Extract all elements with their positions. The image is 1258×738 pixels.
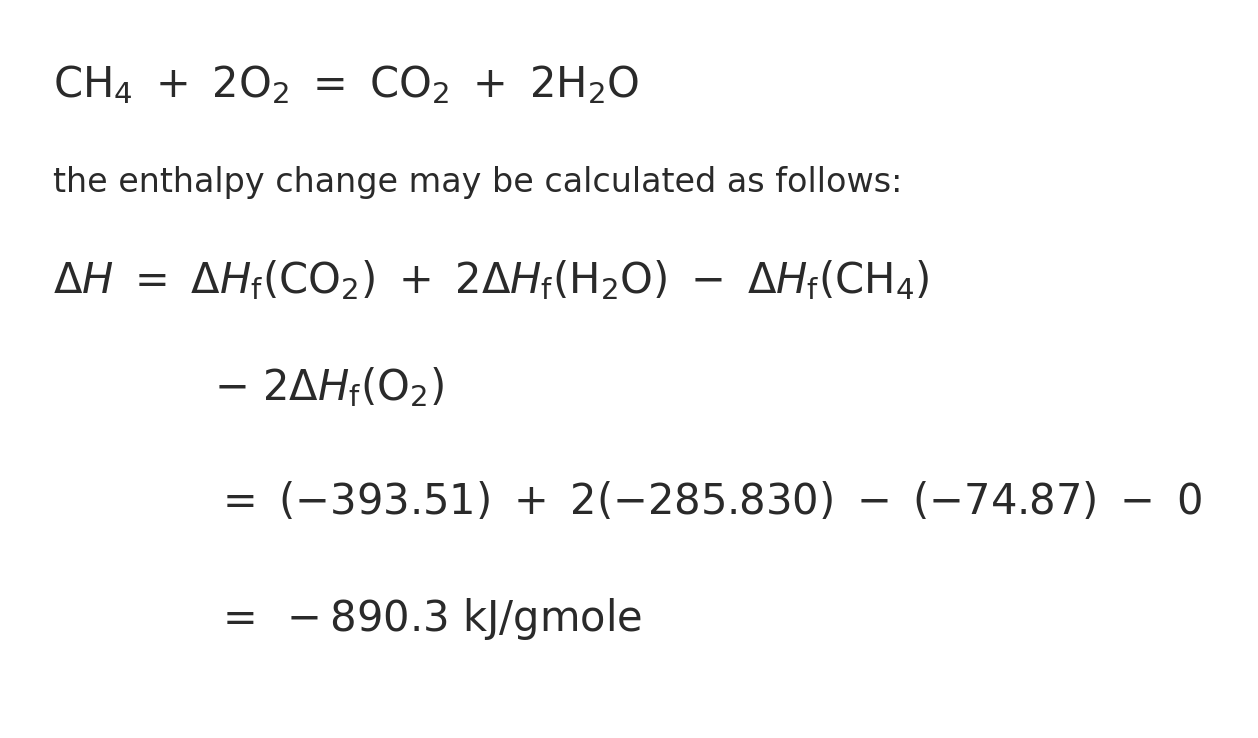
Text: the enthalpy change may be calculated as follows:: the enthalpy change may be calculated as… (53, 166, 902, 199)
Text: $\mathrm{CH_4 \ + \ 2O_2 \ = \ CO_2 \ + \ 2H_2O}$: $\mathrm{CH_4 \ + \ 2O_2 \ = \ CO_2 \ + … (53, 63, 639, 106)
Text: $\Delta H \ = \ \Delta H_{\mathrm{f}}(\mathrm{CO_2}) \ + \ 2\Delta H_{\mathrm{f}: $\Delta H \ = \ \Delta H_{\mathrm{f}}(\m… (53, 258, 930, 302)
Text: $= \ (-393.51) \ + \ 2(-285.830) \ - \ (-74.87) \ - \ 0$: $= \ (-393.51) \ + \ 2(-285.830) \ - \ (… (214, 481, 1201, 523)
Text: $= \ -890.3 \ \mathrm{kJ/gmole}$: $= \ -890.3 \ \mathrm{kJ/gmole}$ (214, 596, 642, 642)
Text: $- \ 2\Delta H_{\mathrm{f}}(\mathrm{O_2})$: $- \ 2\Delta H_{\mathrm{f}}(\mathrm{O_2}… (214, 365, 444, 409)
